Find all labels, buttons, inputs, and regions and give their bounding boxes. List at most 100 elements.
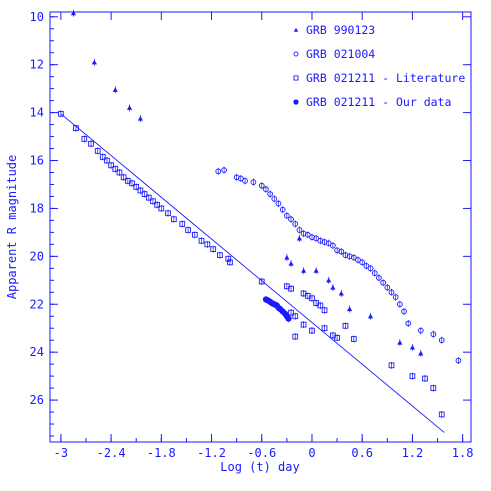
- data-point: [210, 246, 217, 253]
- data-point: [73, 125, 79, 132]
- plot-frame: [49, 11, 472, 443]
- series-grb-021004: [215, 166, 462, 365]
- data-point: [179, 221, 186, 227]
- data-point: [330, 284, 336, 290]
- data-point: [267, 191, 273, 197]
- data-point: [304, 231, 311, 238]
- data-point: [91, 59, 97, 65]
- legend-label: GRB 021211 - Literature: [306, 71, 465, 85]
- x-tick-label: -1.2: [197, 446, 226, 460]
- data-point: [455, 357, 462, 364]
- data-point: [271, 196, 278, 202]
- data-point: [388, 362, 395, 369]
- data-point: [430, 385, 437, 391]
- data-point: [99, 154, 106, 160]
- y-tick-label: 10: [30, 10, 44, 24]
- data-point: [284, 254, 290, 260]
- data-point: [288, 216, 294, 223]
- data-point: [158, 205, 165, 212]
- data-point: [309, 327, 315, 334]
- legend-item: GRB 021004: [293, 47, 375, 61]
- data-point: [288, 260, 294, 266]
- data-point: [116, 169, 123, 176]
- data-point: [388, 289, 395, 296]
- data-point: [217, 252, 223, 258]
- x-tick-label: -3: [54, 446, 68, 460]
- data-point: [285, 315, 292, 322]
- y-tick-label: 24: [30, 345, 44, 359]
- data-point: [108, 162, 114, 169]
- data-point: [58, 110, 64, 117]
- data-point: [330, 242, 336, 249]
- data-point: [338, 290, 344, 296]
- data-point: [409, 373, 416, 379]
- fit-line: [60, 113, 445, 433]
- y-tick-label: 14: [30, 106, 44, 120]
- data-point: [204, 241, 211, 248]
- legend-item: GRB 021211 - Our data: [293, 95, 451, 109]
- data-point: [313, 235, 320, 242]
- x-tick-label: 0.6: [351, 446, 373, 460]
- data-point: [191, 231, 198, 238]
- data-point: [88, 140, 94, 147]
- data-point: [137, 116, 143, 121]
- x-tick-labels: -3 -2.4 -1.8 -1.2 -0.6 0 0.6 1.2 1.8: [54, 446, 474, 460]
- data-point: [94, 148, 101, 154]
- data-point: [338, 248, 345, 255]
- data-point: [401, 308, 407, 315]
- data-point: [112, 87, 118, 92]
- data-points: [58, 9, 462, 418]
- data-point: [171, 216, 177, 223]
- y-tick-label: 26: [30, 393, 44, 407]
- x-axis-label: Log (t) day: [220, 460, 299, 474]
- data-point: [326, 277, 332, 283]
- data-point: [81, 136, 88, 142]
- data-point: [417, 327, 424, 334]
- data-point: [154, 201, 160, 208]
- data-point: [334, 334, 340, 341]
- y-tick-label: 12: [30, 58, 44, 72]
- data-point: [284, 212, 290, 219]
- data-point: [104, 157, 110, 164]
- data-point: [137, 187, 144, 194]
- legend-item: GRB 021211 - Literature: [293, 71, 465, 85]
- y-tick-label: 22: [30, 297, 44, 311]
- data-point: [325, 240, 332, 247]
- data-point: [120, 174, 127, 181]
- data-point: [279, 206, 286, 213]
- data-point: [129, 180, 135, 187]
- data-point: [300, 321, 307, 328]
- data-point: [150, 198, 156, 205]
- data-point: [242, 178, 248, 184]
- data-point: [355, 257, 361, 263]
- x-tick-label: -1.8: [147, 446, 176, 460]
- series-grb-021211-our-data: [262, 295, 292, 323]
- data-point: [126, 105, 133, 110]
- data-point: [215, 168, 222, 175]
- legend-marker: [293, 99, 299, 105]
- data-point: [275, 200, 282, 207]
- data-point: [317, 302, 324, 309]
- data-point: [321, 325, 328, 332]
- data-point: [384, 284, 391, 291]
- data-point: [225, 255, 232, 262]
- data-point: [350, 254, 357, 261]
- data-point: [296, 227, 303, 233]
- x-tick-label: -2.4: [97, 446, 126, 460]
- data-point: [342, 322, 349, 329]
- legend-label: GRB 990123: [306, 23, 375, 37]
- x-tick-label: 0: [308, 446, 315, 460]
- data-point: [198, 237, 205, 244]
- data-point: [133, 184, 140, 190]
- data-point: [70, 10, 77, 16]
- data-point: [237, 175, 244, 182]
- data-point: [263, 186, 269, 193]
- data-point: [221, 167, 227, 173]
- data-point: [409, 344, 416, 350]
- data-point: [292, 333, 299, 340]
- legend-marker: [293, 51, 299, 57]
- axis-ticks: [50, 12, 471, 442]
- legend-item: GRB 990123: [293, 23, 375, 37]
- x-tick-label: 1.8: [452, 446, 474, 460]
